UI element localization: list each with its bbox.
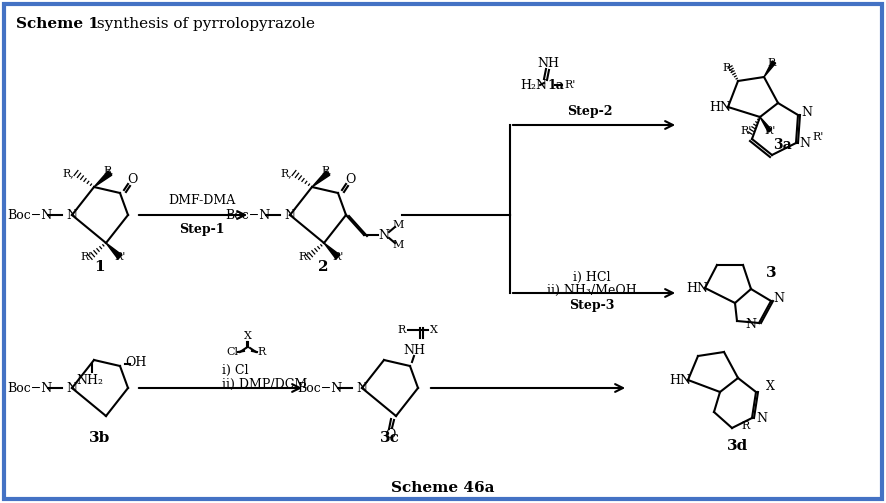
Text: M: M (392, 240, 404, 250)
Text: N: N (757, 411, 767, 425)
Text: R': R' (564, 80, 575, 90)
Text: R': R' (741, 126, 751, 136)
Text: R,: R, (280, 168, 292, 178)
Polygon shape (760, 117, 772, 132)
Polygon shape (312, 171, 330, 187)
Text: synthesis of pyrrolopyrazole: synthesis of pyrrolopyrazole (92, 17, 315, 31)
Text: O: O (385, 428, 395, 441)
Text: 1: 1 (95, 260, 105, 274)
Text: R': R' (332, 252, 344, 262)
Text: 1a: 1a (548, 78, 565, 92)
Text: R: R (742, 421, 750, 431)
Text: N: N (799, 136, 811, 149)
Text: N: N (284, 209, 296, 221)
Text: HN: HN (709, 101, 731, 114)
Text: Scheme 1: Scheme 1 (16, 17, 99, 31)
Text: N: N (66, 381, 77, 394)
Text: Step-3: Step-3 (570, 299, 615, 312)
Text: N: N (745, 318, 757, 331)
Text: Scheme 46a: Scheme 46a (392, 481, 494, 495)
Text: 3d: 3d (727, 439, 749, 453)
Text: N: N (773, 293, 784, 305)
Text: Boc−N: Boc−N (225, 209, 270, 221)
Text: Boc−N: Boc−N (7, 381, 52, 394)
Text: R: R (768, 58, 776, 68)
Text: R': R' (81, 252, 91, 262)
Text: NH₂: NH₂ (76, 374, 104, 386)
Text: ii) DMP/DCM: ii) DMP/DCM (222, 377, 307, 390)
Text: Cl: Cl (226, 347, 238, 357)
Text: Boc−N: Boc−N (298, 381, 343, 394)
Polygon shape (764, 61, 775, 77)
Text: N: N (378, 228, 390, 241)
Text: R,: R, (62, 168, 74, 178)
Text: R': R' (812, 132, 824, 142)
Text: HN: HN (686, 282, 708, 294)
Text: R: R (398, 325, 406, 335)
Text: M: M (392, 220, 404, 230)
Text: N: N (66, 209, 77, 221)
Text: OH: OH (125, 356, 147, 369)
Text: DMF-DMA: DMF-DMA (168, 194, 236, 207)
Text: R: R (322, 166, 330, 176)
Text: i) Cl: i) Cl (222, 364, 248, 377)
Text: Boc−N: Boc−N (7, 209, 52, 221)
Text: 2: 2 (318, 260, 328, 274)
Text: N: N (356, 381, 368, 394)
Text: X: X (766, 380, 774, 393)
Polygon shape (324, 243, 340, 259)
Text: R,: R, (722, 62, 734, 72)
Text: 3: 3 (766, 266, 776, 280)
Text: NH: NH (537, 56, 559, 69)
Text: R': R' (114, 252, 126, 262)
Text: O: O (345, 173, 355, 186)
Text: 3a: 3a (773, 138, 791, 152)
Polygon shape (106, 243, 122, 259)
Text: R': R' (299, 252, 310, 262)
Text: Step-2: Step-2 (567, 105, 613, 118)
Text: i) HCl: i) HCl (573, 271, 610, 284)
Text: N: N (802, 106, 812, 119)
Text: R: R (104, 166, 113, 176)
Text: 3c: 3c (380, 431, 400, 445)
Text: X: X (430, 325, 438, 335)
Text: O: O (127, 173, 137, 186)
Polygon shape (94, 171, 112, 187)
Text: HN: HN (669, 374, 691, 386)
Text: Step-1: Step-1 (179, 222, 225, 235)
Text: ii) NH₃/MeOH: ii) NH₃/MeOH (548, 284, 637, 296)
Text: 3b: 3b (89, 431, 111, 445)
Text: R: R (258, 347, 266, 357)
Text: NH: NH (403, 344, 425, 357)
Text: H₂N: H₂N (520, 78, 547, 92)
Text: X: X (244, 331, 252, 341)
Text: R': R' (765, 126, 775, 136)
